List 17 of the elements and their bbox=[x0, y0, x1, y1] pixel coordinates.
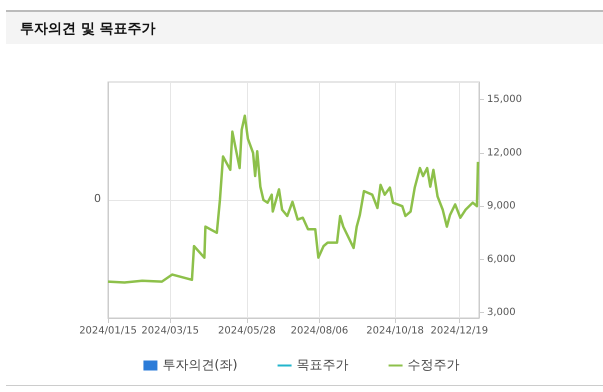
line-series bbox=[106, 114, 480, 284]
x-tick-label: 2024/03/15 bbox=[141, 326, 199, 336]
chart-title: 투자의견 및 목표주가 bbox=[6, 10, 603, 44]
legend-label: 수정주가 bbox=[408, 358, 460, 373]
y2-tick-label: 9,000 bbox=[487, 200, 516, 212]
y2-tick-label: 15,000 bbox=[487, 94, 522, 106]
x-tick-label: 2024/05/28 bbox=[218, 326, 276, 336]
x-tick-label: 2024/10/18 bbox=[366, 326, 424, 336]
x-tick-label: 2024/01/15 bbox=[79, 326, 137, 336]
y2-tick-label: 6,000 bbox=[487, 254, 516, 265]
legend-label: 목표주가 bbox=[296, 358, 349, 373]
legend-label: 투자의견(좌) bbox=[162, 358, 238, 373]
y2-tick-label: 3,000 bbox=[487, 307, 516, 318]
x-tick-label: 2024/12/19 bbox=[430, 326, 488, 336]
x-tick-label: 2024/08/06 bbox=[290, 326, 348, 336]
text: 0 bbox=[94, 192, 101, 205]
y2-tick-label: 12,000 bbox=[487, 147, 522, 158]
